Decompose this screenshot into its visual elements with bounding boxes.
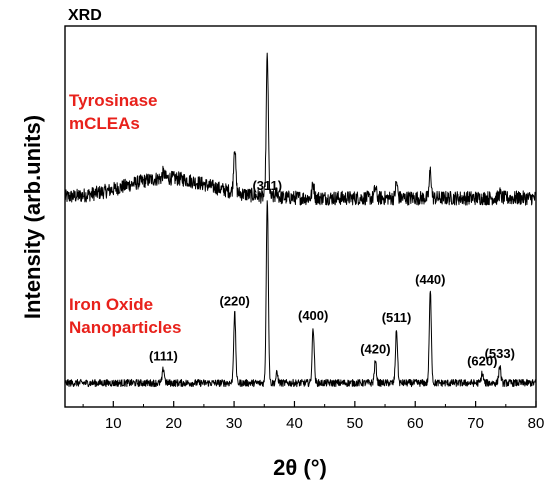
peak-label: (533): [485, 346, 515, 361]
y-axis-label: Intensity (arb.units): [20, 115, 45, 319]
trace-tyrosinase-mcleas: [64, 52, 537, 206]
x-axis-ticks: 10 20 30 40 50 60 70 80: [82, 401, 545, 432]
plot-frame: [64, 25, 537, 408]
x-tick-label-20: 20: [165, 415, 182, 432]
peak-label: (511): [382, 310, 412, 325]
series-label-line: mCLEAs: [69, 114, 140, 133]
series-labels: Tyrosinase mCLEAs Iron Oxide Nanoparticles: [69, 91, 181, 337]
series-label-line: Tyrosinase: [69, 91, 158, 110]
peak-label: (420): [360, 341, 390, 356]
peak-label: (220): [220, 293, 250, 308]
x-tick-label-60: 60: [407, 415, 424, 432]
x-tick-label-10: 10: [105, 415, 122, 432]
trace-iron-oxide-nanoparticles: [64, 200, 537, 388]
chart-title: XRD: [68, 7, 102, 24]
x-axis-label: 2θ (°): [273, 455, 327, 480]
series-label-line: Iron Oxide: [69, 295, 153, 314]
x-tick-label-70: 70: [467, 415, 484, 432]
x-tick-label-50: 50: [347, 415, 364, 432]
diffraction-traces: [64, 52, 537, 388]
peak-label: (111): [149, 349, 178, 364]
x-tick-label-30: 30: [226, 415, 243, 432]
peak-label: (440): [415, 272, 445, 287]
peak-label: (311): [252, 178, 282, 193]
peak-label: (400): [298, 308, 328, 323]
series-label-line: Nanoparticles: [69, 318, 181, 337]
peak-labels: (111) (220) (311) (400) (420) (511) (440) (620)…: [149, 178, 515, 368]
x-tick-label-40: 40: [286, 415, 303, 432]
peak-label: (620): [467, 353, 497, 368]
x-tick-label-80: 80: [528, 415, 545, 432]
